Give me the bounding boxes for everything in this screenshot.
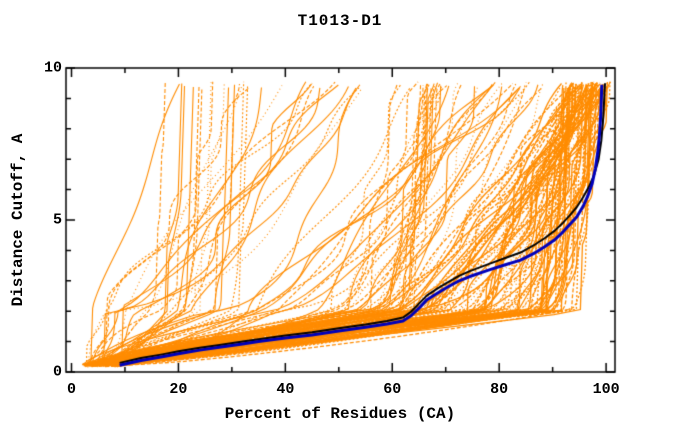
y-tick-label: 5: [52, 211, 62, 229]
y-tick-label: 0: [52, 363, 62, 381]
y-axis-title: Distance Cutoff, A: [9, 133, 27, 307]
chart-title: T1013-D1: [297, 12, 383, 30]
x-tick-label: 80: [490, 381, 509, 398]
y-tick-label: 10: [43, 59, 62, 77]
x-tick-label: 0: [66, 381, 77, 398]
x-tick-label: 100: [592, 381, 620, 398]
x-axis-title: Percent of Residues (CA): [224, 405, 456, 423]
x-tick-label: 40: [276, 381, 295, 398]
x-tick-label: 60: [383, 381, 402, 398]
x-tick-label: 20: [169, 381, 188, 398]
